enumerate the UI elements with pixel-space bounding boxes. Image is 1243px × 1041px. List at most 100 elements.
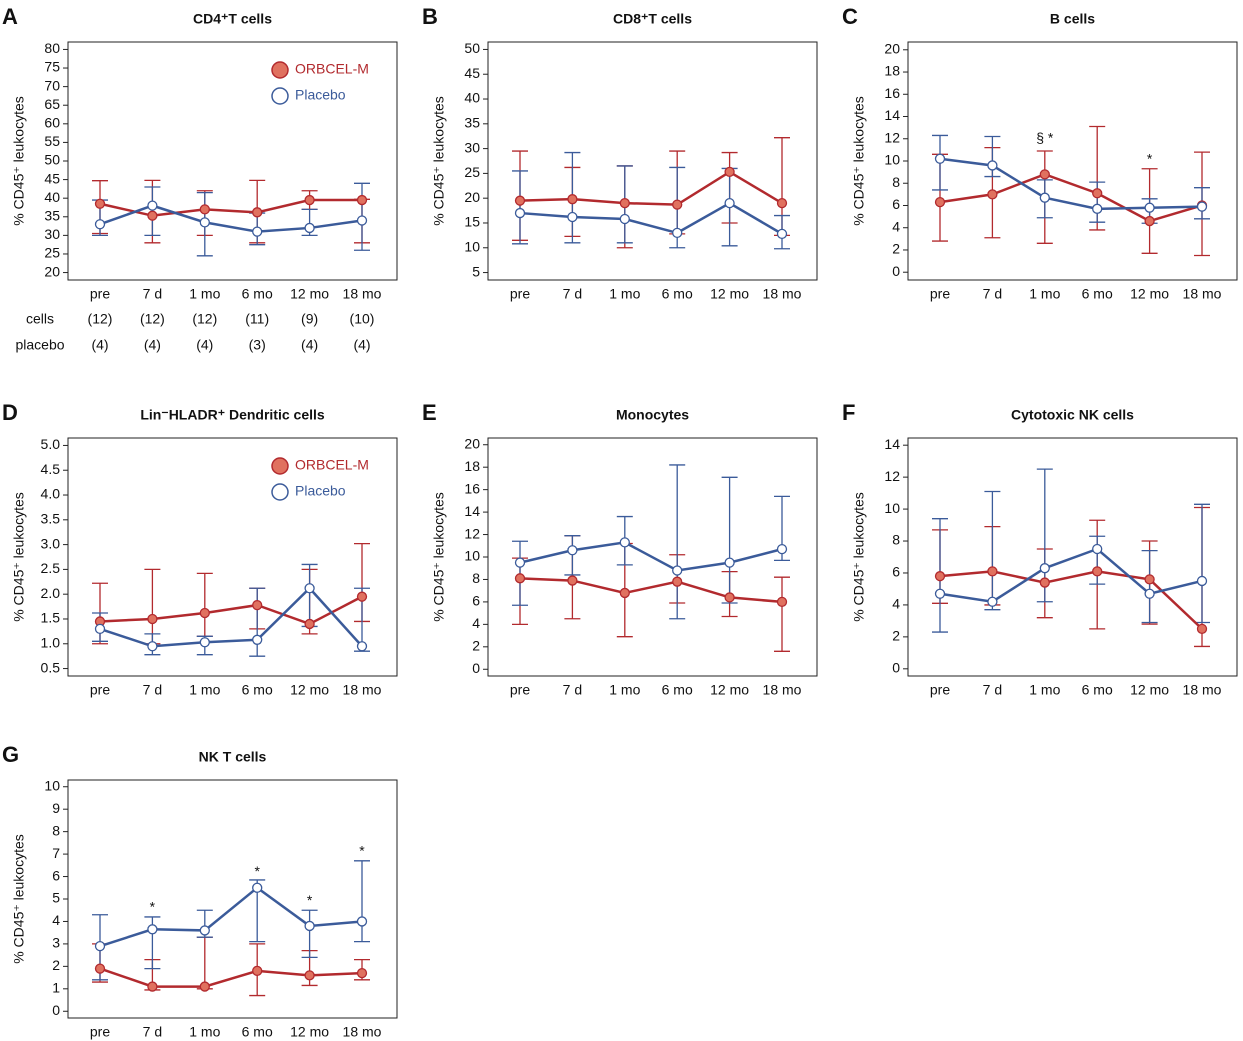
series-line bbox=[99, 967, 363, 988]
legend-label: Placebo bbox=[295, 483, 346, 499]
data-point bbox=[94, 198, 106, 209]
data-point bbox=[147, 641, 158, 652]
series-line bbox=[519, 577, 783, 604]
y-tick-label: 8 bbox=[892, 174, 900, 190]
x-tick-label: 1 mo bbox=[1029, 286, 1060, 302]
data-point bbox=[934, 196, 946, 208]
data-point bbox=[356, 591, 368, 602]
x-tick-label: 12 mo bbox=[710, 286, 749, 302]
table-cell: (10) bbox=[350, 311, 375, 327]
x-tick-label: 18 mo bbox=[763, 682, 802, 698]
data-point bbox=[199, 607, 210, 619]
y-tick-label: 4.0 bbox=[41, 486, 61, 502]
y-tick-label: 9 bbox=[52, 800, 60, 816]
data-point bbox=[724, 557, 735, 568]
y-tick-label: 30 bbox=[44, 226, 60, 242]
error-bar bbox=[984, 490, 1001, 611]
y-tick-label: 0 bbox=[892, 263, 900, 279]
y-tick-label: 6 bbox=[52, 867, 60, 883]
data-point bbox=[252, 207, 263, 218]
legend-label: ORBCEL-M bbox=[295, 61, 369, 77]
data-point bbox=[356, 194, 368, 206]
legend-marker bbox=[271, 87, 289, 105]
data-point bbox=[724, 592, 735, 603]
data-point bbox=[567, 211, 578, 223]
error-bar bbox=[512, 170, 528, 245]
y-tick-label: 35 bbox=[44, 207, 60, 223]
y-tick-label: 16 bbox=[464, 480, 480, 496]
plot-frame bbox=[67, 437, 398, 677]
y-tick-label: 45 bbox=[464, 65, 480, 81]
panel-label: F bbox=[842, 400, 855, 425]
y-tick-label: 0 bbox=[472, 660, 480, 676]
data-point bbox=[776, 197, 788, 209]
y-axis-label: % CD45⁺ leukocytes bbox=[851, 96, 867, 226]
series-line bbox=[939, 157, 1203, 211]
data-point bbox=[567, 545, 578, 556]
x-tick-label: 12 mo bbox=[290, 286, 329, 302]
data-point bbox=[304, 583, 315, 594]
table-cell: (3) bbox=[249, 337, 266, 353]
x-tick-label: pre bbox=[510, 682, 530, 698]
y-axis-label: % CD45⁺ leukocytes bbox=[11, 834, 27, 964]
chart-title: Lin⁻HLADR⁺ Dendritic cells bbox=[140, 407, 325, 423]
x-tick-label: 1 mo bbox=[609, 682, 640, 698]
y-tick-label: 20 bbox=[884, 40, 900, 56]
table-cell: (4) bbox=[144, 337, 161, 353]
y-tick-label: 10 bbox=[884, 500, 900, 516]
data-point bbox=[304, 920, 315, 932]
y-tick-label: 70 bbox=[44, 77, 60, 93]
y-tick-label: 20 bbox=[44, 263, 60, 279]
x-tick-label: 6 mo bbox=[242, 1024, 273, 1040]
data-point bbox=[252, 226, 263, 237]
panel-label: G bbox=[2, 742, 19, 767]
data-point bbox=[619, 197, 630, 209]
y-tick-label: 14 bbox=[884, 107, 900, 123]
y-tick-label: 3 bbox=[52, 935, 60, 951]
y-tick-label: 2 bbox=[892, 241, 900, 257]
data-point bbox=[147, 200, 158, 211]
data-point bbox=[252, 634, 263, 645]
y-tick-label: 4.5 bbox=[41, 461, 61, 477]
data-point bbox=[252, 599, 263, 611]
series-line bbox=[99, 595, 363, 626]
data-point bbox=[672, 199, 683, 210]
y-tick-label: 16 bbox=[884, 85, 900, 101]
y-tick-label: 2 bbox=[472, 638, 480, 654]
x-tick-label: 18 mo bbox=[1183, 286, 1222, 302]
data-point bbox=[356, 641, 368, 652]
x-tick-label: 6 mo bbox=[662, 682, 693, 698]
legend-label: Placebo bbox=[295, 87, 346, 103]
data-point bbox=[1039, 577, 1050, 588]
table-cell: (4) bbox=[301, 337, 318, 353]
table-cell: (9) bbox=[301, 311, 318, 327]
table-cell: (12) bbox=[88, 311, 113, 327]
data-point bbox=[147, 210, 158, 221]
plot-frame bbox=[67, 41, 398, 281]
y-tick-label: 7 bbox=[52, 845, 60, 861]
data-point bbox=[987, 160, 998, 171]
data-point bbox=[199, 981, 210, 992]
chart-title: Cytotoxic NK cells bbox=[1011, 407, 1134, 423]
annotation: * bbox=[150, 899, 156, 915]
data-point bbox=[147, 981, 158, 992]
error-bar bbox=[721, 476, 738, 604]
data-point bbox=[1144, 588, 1155, 599]
annotation: * bbox=[1147, 151, 1153, 167]
y-tick-label: 18 bbox=[464, 458, 480, 474]
series-line bbox=[519, 541, 783, 572]
error-bar bbox=[1141, 549, 1158, 624]
x-tick-label: pre bbox=[90, 682, 110, 698]
y-tick-label: 10 bbox=[44, 777, 60, 793]
panel-label: E bbox=[422, 400, 437, 425]
error-bar bbox=[196, 572, 213, 637]
table-cell: (4) bbox=[91, 337, 108, 353]
data-point bbox=[672, 227, 683, 239]
x-tick-label: 18 mo bbox=[343, 682, 382, 698]
data-point bbox=[514, 557, 526, 568]
series-line bbox=[939, 547, 1203, 604]
data-point bbox=[147, 924, 158, 935]
y-tick-label: 10 bbox=[884, 152, 900, 168]
error-bar bbox=[1089, 535, 1106, 585]
y-tick-label: 15 bbox=[464, 214, 480, 230]
